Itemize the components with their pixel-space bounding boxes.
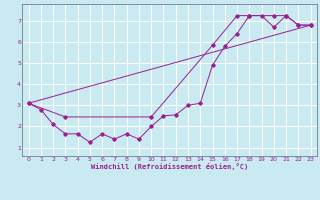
X-axis label: Windchill (Refroidissement éolien,°C): Windchill (Refroidissement éolien,°C) — [91, 163, 248, 170]
